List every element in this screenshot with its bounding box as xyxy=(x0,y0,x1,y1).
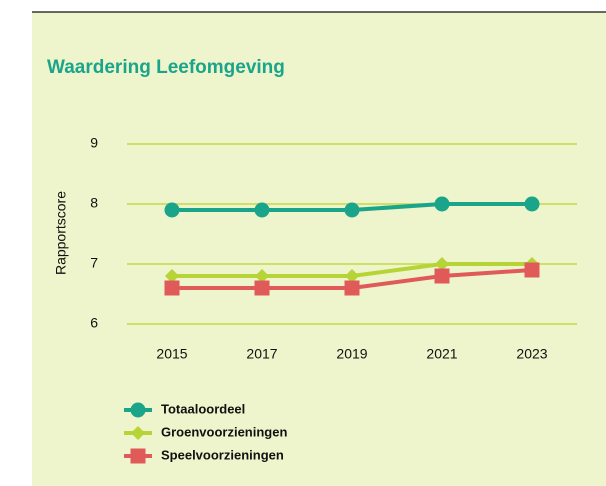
data-point xyxy=(345,269,359,283)
legend-marker xyxy=(130,448,146,464)
y-tick-label: 7 xyxy=(90,255,98,271)
x-tick-label: 2015 xyxy=(156,346,187,362)
data-point xyxy=(435,257,449,271)
legend-label: Speelvoorzieningen xyxy=(161,447,284,462)
y-axis-label: Rapportscore xyxy=(53,191,69,275)
x-tick-label: 2023 xyxy=(516,346,547,362)
chart-title: Waardering Leefomgeving xyxy=(47,57,285,78)
data-point xyxy=(254,280,270,296)
y-tick-label: 8 xyxy=(90,195,98,211)
data-point xyxy=(164,280,180,296)
data-point xyxy=(434,196,450,212)
x-tick-label: 2019 xyxy=(336,346,367,362)
data-point xyxy=(344,280,360,296)
data-point xyxy=(164,202,180,218)
y-tick-label: 9 xyxy=(90,135,98,151)
x-tick-label: 2021 xyxy=(426,346,457,362)
data-point xyxy=(344,202,360,218)
data-point xyxy=(434,268,450,284)
data-point xyxy=(255,269,269,283)
data-point xyxy=(524,262,540,278)
legend-label: Totaaloordeel xyxy=(161,401,245,416)
chart-background xyxy=(32,12,606,486)
data-point xyxy=(524,196,540,212)
x-tick-label: 2017 xyxy=(246,346,277,362)
legend-label: Groenvoorzieningen xyxy=(161,424,287,439)
y-tick-label: 6 xyxy=(90,315,98,331)
legend-marker xyxy=(130,402,146,418)
data-point xyxy=(165,269,179,283)
legend-marker xyxy=(131,426,145,440)
data-point xyxy=(254,202,270,218)
